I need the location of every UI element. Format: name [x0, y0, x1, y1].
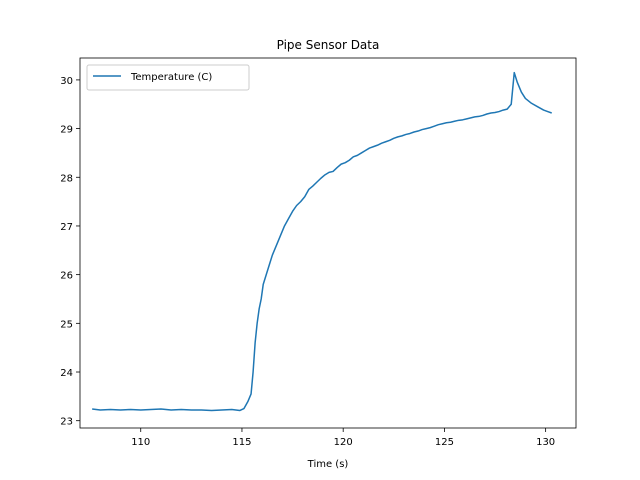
- x-tick-label: 125: [435, 437, 454, 448]
- x-axis-label: Time (s): [307, 459, 349, 470]
- y-tick-label: 23: [60, 417, 73, 428]
- x-tick-label: 115: [232, 437, 251, 448]
- y-tick-label: 25: [60, 319, 73, 330]
- x-tick-label: 130: [536, 437, 555, 448]
- y-tick-label: 29: [60, 125, 73, 136]
- legend: Temperature (C): [86, 64, 250, 91]
- chart-title: Pipe Sensor Data: [277, 38, 380, 52]
- y-tick-label: 26: [60, 271, 73, 282]
- x-axis: 110 115 120 125 130: [131, 428, 555, 448]
- legend-label-temperature: Temperature (C): [130, 72, 212, 83]
- y-tick-label: 27: [60, 222, 73, 233]
- x-tick-label: 110: [131, 437, 150, 448]
- temperature-series-line: [92, 71, 552, 412]
- y-tick-label: 28: [60, 173, 73, 184]
- y-axis: 23 24 25 26 27 28 29 30: [60, 76, 80, 428]
- y-tick-label: 24: [60, 368, 73, 379]
- x-tick-label: 120: [334, 437, 353, 448]
- y-tick-label: 30: [60, 76, 73, 87]
- plot-area-frame: [79, 57, 577, 429]
- legend-box: [86, 64, 250, 91]
